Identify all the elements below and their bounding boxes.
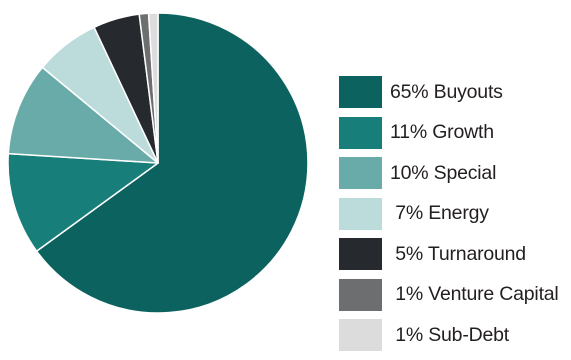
legend-item-energy: 7% Energy: [339, 197, 559, 230]
legend-swatch-buyouts: [339, 76, 382, 108]
legend-label-turnaround: 5% Turnaround: [390, 242, 526, 265]
legend-label-sub-debt: 1% Sub-Debt: [390, 323, 509, 346]
pie-slice-growth: [7, 152, 159, 252]
legend-swatch-special: [339, 157, 382, 189]
legend-item-special: 10% Special: [339, 157, 559, 189]
legend: 65% Buyouts 11% Growth 10% Special 7% En…: [339, 76, 559, 360]
legend-label-growth: 11% Growth: [390, 121, 494, 143]
legend-label-energy: 7% Energy: [390, 202, 489, 224]
legend-swatch-energy: [339, 197, 382, 230]
legend-label-special: 10% Special: [390, 161, 497, 184]
pie-chart: [7, 12, 309, 314]
legend-label-venture-capital: 1% Venture Capital: [390, 283, 559, 305]
legend-swatch-growth: [339, 116, 382, 149]
legend-item-turnaround: 5% Turnaround: [339, 238, 559, 270]
pie-slice-special: [7, 66, 159, 164]
legend-label-buyouts: 65% Buyouts: [390, 80, 503, 103]
legend-item-buyouts: 65% Buyouts: [339, 76, 559, 108]
pie-slice-sub-debt: [147, 12, 159, 164]
legend-swatch-sub-debt: [339, 319, 382, 351]
pie-slice-buyouts: [35, 12, 309, 314]
legend-swatch-venture-capital: [339, 278, 382, 311]
legend-item-growth: 11% Growth: [339, 116, 559, 149]
legend-item-sub-debt: 1% Sub-Debt: [339, 319, 559, 351]
legend-item-venture-capital: 1% Venture Capital: [339, 278, 559, 311]
legend-swatch-turnaround: [339, 238, 382, 270]
